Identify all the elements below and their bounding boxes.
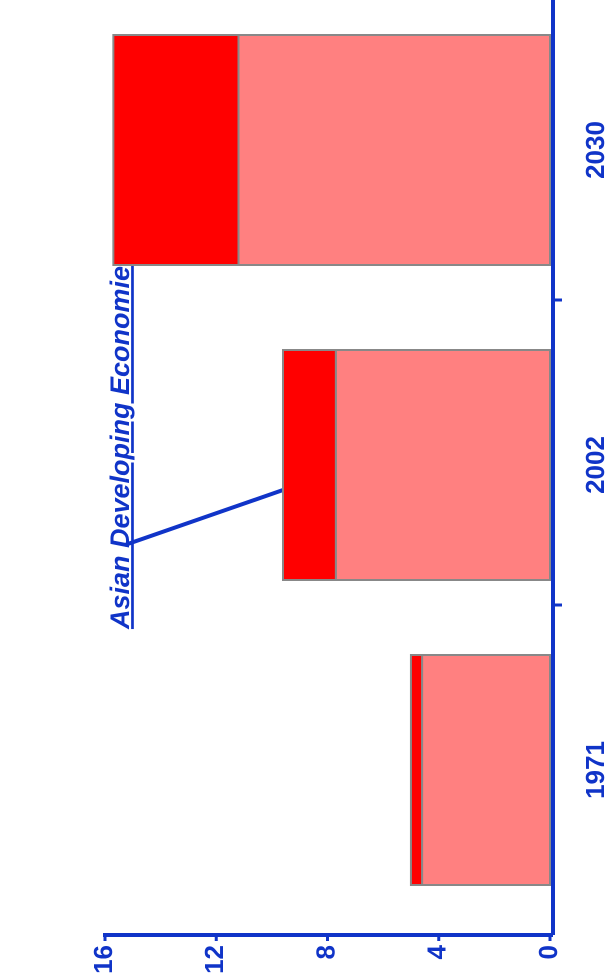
bar-segment (421, 654, 551, 886)
bar-segment (237, 34, 551, 266)
x-tick-label: 2002 (580, 436, 610, 494)
y-tick-label: 8 (310, 945, 340, 959)
bar-segment (112, 34, 240, 266)
y-tick-label: 4 (422, 944, 452, 959)
x-tick-label: 1971 (580, 741, 610, 799)
x-tick-label: 2030 (580, 121, 610, 179)
rotated-chart: Asian Developing Economies 0 4 8 12 16 1971 20… (88, 0, 610, 974)
y-tick-label: 0 (533, 945, 563, 959)
bar-segment (334, 349, 551, 581)
y-tick-label: 16 (88, 945, 118, 974)
bar-segment (409, 654, 424, 886)
bar-segment (282, 349, 337, 581)
chart-title: Asian Developing Economies (105, 251, 135, 630)
y-tick-label: 12 (199, 945, 229, 974)
